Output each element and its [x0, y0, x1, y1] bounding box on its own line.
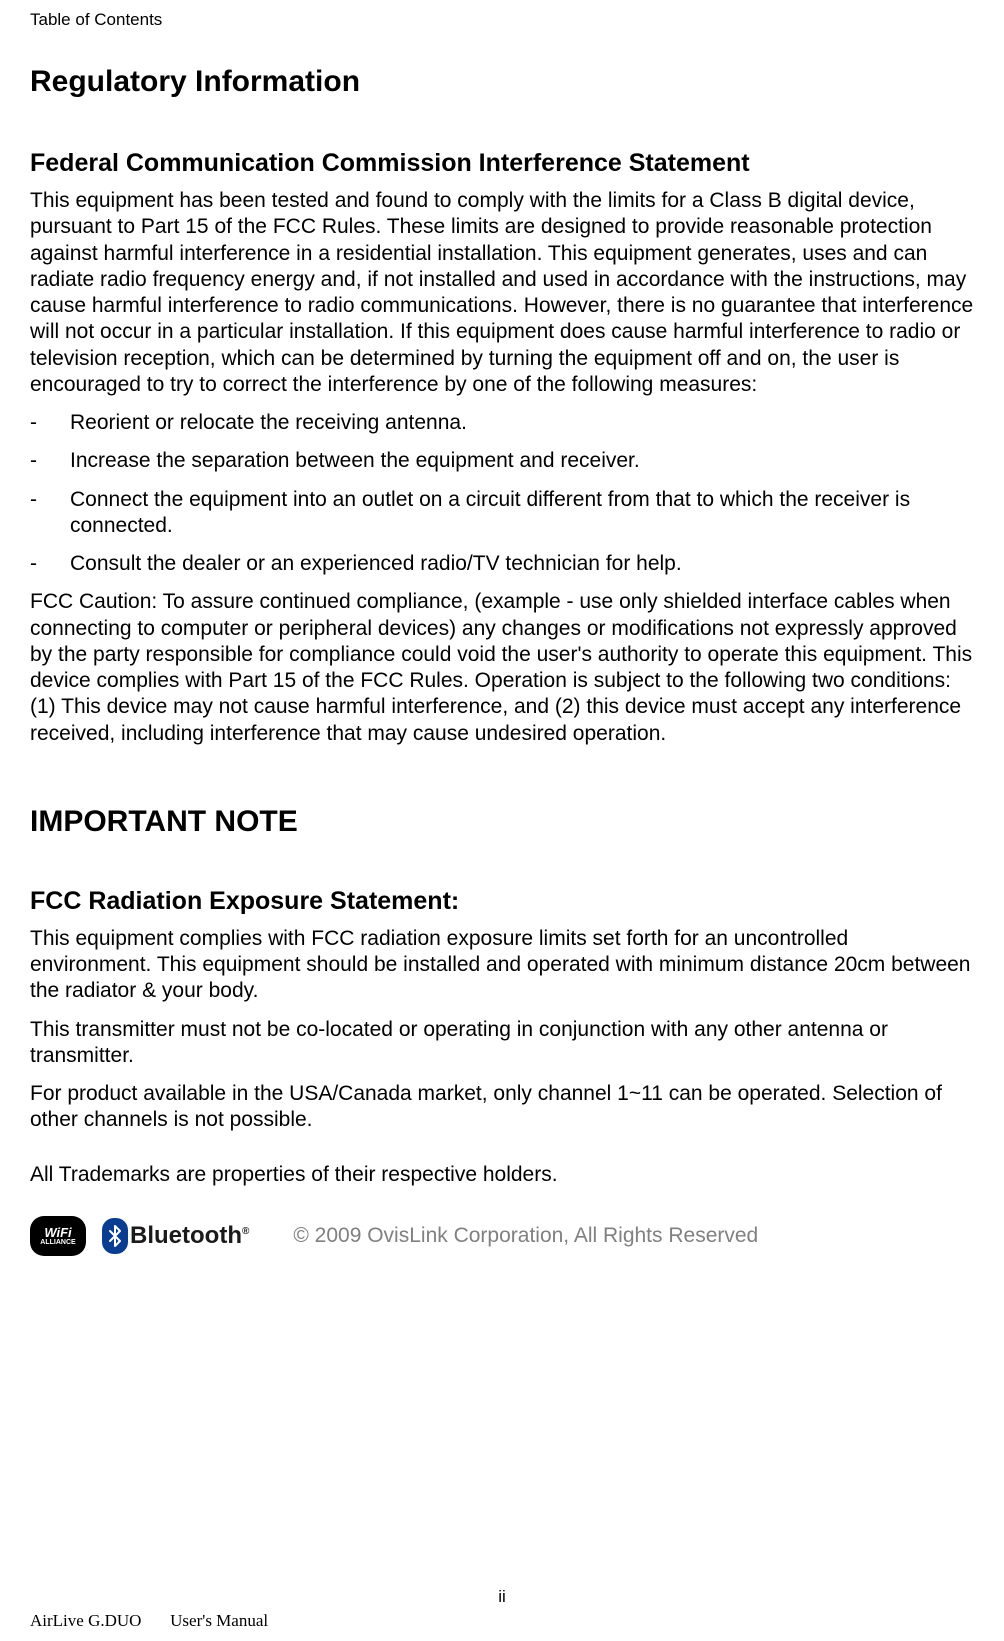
page-number: ii: [30, 1587, 974, 1607]
section-heading-fcc: Federal Communication Commission Interfe…: [30, 149, 974, 178]
radiation-para-2: This transmitter must not be co-located …: [30, 1017, 974, 1070]
fcc-caution-paragraph: FCC Caution: To assure continued complia…: [30, 589, 974, 747]
bullet-marker: -: [30, 487, 70, 540]
bullet-marker: -: [30, 448, 70, 474]
wifi-logo-text: WiFi ALLIANCE: [40, 1226, 75, 1246]
trademarks-notice: All Trademarks are properties of their r…: [30, 1162, 974, 1188]
list-item: - Reorient or relocate the receiving ant…: [30, 410, 974, 436]
page-footer: ii AirLive G.DUO User's Manual: [30, 1587, 974, 1631]
footer-product-name: AirLive G.DUO: [30, 1611, 141, 1630]
page-header: Table of Contents: [30, 10, 974, 30]
bluetooth-icon: [102, 1218, 128, 1254]
logos-row: WiFi ALLIANCE Bluetooth® © 2009 OvisLink…: [30, 1216, 974, 1256]
list-item: - Increase the separation between the eq…: [30, 448, 974, 474]
section-heading-radiation: FCC Radiation Exposure Statement:: [30, 887, 974, 916]
list-item-text: Consult the dealer or an experienced rad…: [70, 551, 974, 577]
bluetooth-logo: Bluetooth®: [102, 1218, 249, 1254]
radiation-para-1: This equipment complies with FCC radiati…: [30, 926, 974, 1005]
list-item: - Connect the equipment into an outlet o…: [30, 487, 974, 540]
list-item-text: Reorient or relocate the receiving anten…: [70, 410, 974, 436]
radiation-para-3: For product available in the USA/Canada …: [30, 1081, 974, 1134]
list-item: - Consult the dealer or an experienced r…: [30, 551, 974, 577]
footer-doc-name: User's Manual: [170, 1611, 268, 1630]
important-note-heading: IMPORTANT NOTE: [30, 805, 974, 839]
wifi-alliance-logo: WiFi ALLIANCE: [30, 1216, 86, 1256]
bullet-marker: -: [30, 410, 70, 436]
bluetooth-text: Bluetooth®: [130, 1222, 249, 1250]
bullet-marker: -: [30, 551, 70, 577]
list-item-text: Increase the separation between the equi…: [70, 448, 974, 474]
copyright-text: © 2009 OvisLink Corporation, All Rights …: [293, 1224, 758, 1248]
fcc-measures-list: - Reorient or relocate the receiving ant…: [30, 410, 974, 577]
page-title: Regulatory Information: [30, 65, 974, 99]
fcc-intro-paragraph: This equipment has been tested and found…: [30, 188, 974, 398]
list-item-text: Connect the equipment into an outlet on …: [70, 487, 974, 540]
